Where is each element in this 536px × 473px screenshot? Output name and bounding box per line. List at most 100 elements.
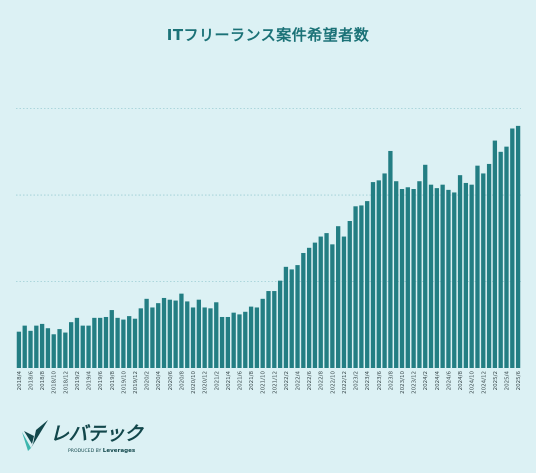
bar-2022-5 xyxy=(301,252,306,368)
x-tick-label: 2022/8 xyxy=(319,371,325,391)
bar-2022-12 xyxy=(341,236,347,368)
x-tick-label: 2023/12 xyxy=(412,371,418,394)
bar-2025-6 xyxy=(515,125,521,368)
bar-2020-4 xyxy=(156,303,161,368)
x-tick-label: 2018/8 xyxy=(40,371,46,391)
x-tick-label: 2019/6 xyxy=(98,371,104,391)
x-tick-label: 2024/2 xyxy=(423,371,429,390)
check-mark-logo-icon xyxy=(22,420,48,451)
x-tick-label: 2020/6 xyxy=(168,371,174,391)
bar-2022-2 xyxy=(283,266,289,368)
x-tick-label: 2022/10 xyxy=(330,371,336,394)
bar-2023-12 xyxy=(411,189,416,368)
x-tick-label: 2021/8 xyxy=(249,371,255,391)
bar-2022-8 xyxy=(318,236,323,368)
x-tick-label: 2024/8 xyxy=(458,371,464,391)
bar-2024-5 xyxy=(440,184,445,368)
x-tick-label: 2019/10 xyxy=(121,371,127,394)
x-tick-label: 2024/6 xyxy=(446,371,452,391)
x-tick-label: 2021/6 xyxy=(237,371,243,391)
bar-2022-4 xyxy=(295,265,300,368)
bar-2020-11 xyxy=(196,299,201,368)
x-tick-label: 2019/2 xyxy=(75,371,81,390)
x-tick-label: 2018/6 xyxy=(29,371,35,391)
bar-2023-10 xyxy=(399,189,405,368)
brand-tagline-company: Leverages xyxy=(102,448,136,454)
bar-2024-1 xyxy=(417,181,422,368)
bar-2021-8 xyxy=(248,306,254,368)
bar-2022-10 xyxy=(330,244,335,368)
bar-2018-4 xyxy=(16,331,22,368)
bar-2024-6 xyxy=(446,189,451,368)
x-tick-label: 2023/4 xyxy=(365,371,371,391)
bar-2020-7 xyxy=(173,300,178,368)
bar-2023-9 xyxy=(394,181,399,368)
x-tick-label: 2023/10 xyxy=(400,371,406,394)
bar-2024-10 xyxy=(469,184,474,368)
bar-2024-11 xyxy=(475,165,480,368)
bar-2020-3 xyxy=(150,307,155,368)
bar-2023-5 xyxy=(370,182,376,368)
bar-2019-7 xyxy=(103,316,109,368)
bar-2018-11 xyxy=(57,329,62,368)
bar-2024-4 xyxy=(434,188,439,368)
bar-2019-10 xyxy=(121,319,126,368)
bar-2023-8 xyxy=(388,150,393,368)
bar-2021-2 xyxy=(214,302,219,368)
bar-2020-2 xyxy=(144,298,149,368)
x-tick-label: 2020/10 xyxy=(191,371,197,394)
bar-2018-8 xyxy=(39,323,45,368)
bar-2021-4 xyxy=(225,316,231,368)
bar-2022-3 xyxy=(289,269,294,368)
x-tick-label: 2022/6 xyxy=(307,371,313,391)
bar-2023-11 xyxy=(405,187,410,368)
bar-2024-7 xyxy=(452,192,457,368)
bar-2024-2 xyxy=(423,164,428,368)
bar-2018-7 xyxy=(34,325,39,368)
x-tick-label: 2020/4 xyxy=(156,371,162,391)
x-tick-label: 2019/8 xyxy=(110,371,116,391)
bar-2021-3 xyxy=(219,316,225,368)
bar-2018-6 xyxy=(28,330,33,368)
bar-2022-7 xyxy=(312,242,318,368)
bar-2021-12 xyxy=(272,291,277,368)
bar-2021-1 xyxy=(208,308,213,368)
bar-2021-9 xyxy=(254,307,260,368)
bar-2022-11 xyxy=(336,226,341,368)
bar-2023-2 xyxy=(353,206,358,368)
bar-2020-9 xyxy=(185,301,190,368)
chart-title: ITフリーランス案件希望者数 xyxy=(166,26,370,44)
bar-2018-5 xyxy=(22,325,27,368)
bar-2023-7 xyxy=(382,173,387,368)
bar-2018-9 xyxy=(45,328,51,368)
bar-2020-6 xyxy=(167,299,172,368)
bar-2019-6 xyxy=(98,317,103,368)
bar-2024-9 xyxy=(463,182,469,368)
x-tick-label: 2023/8 xyxy=(388,371,394,391)
bar-2022-1 xyxy=(277,280,283,368)
bar-2020-12 xyxy=(202,307,207,368)
x-tick-label: 2025/6 xyxy=(516,371,522,391)
bar-2019-2 xyxy=(74,317,80,368)
x-tick-label: 2022/12 xyxy=(342,371,348,394)
bar-2019-9 xyxy=(115,317,120,368)
bar-2020-10 xyxy=(190,307,196,368)
bar-2019-11 xyxy=(127,316,132,368)
bar-2023-6 xyxy=(376,180,381,368)
bar-2024-12 xyxy=(481,173,486,368)
bar-2019-3 xyxy=(80,325,85,368)
bar-2019-1 xyxy=(69,322,74,368)
bar-2025-5 xyxy=(510,128,515,368)
x-tick-label: 2018/12 xyxy=(63,371,69,394)
bar-2019-8 xyxy=(109,310,114,368)
bar-2019-12 xyxy=(132,318,138,368)
bar-2024-3 xyxy=(428,184,434,368)
x-tick-label: 2022/4 xyxy=(296,371,302,391)
x-tick-label: 2020/8 xyxy=(179,371,185,391)
brand-tagline: PRODUCED BY Leverages xyxy=(68,448,135,454)
x-tick-label: 2018/10 xyxy=(52,371,58,394)
x-tick-label: 2025/4 xyxy=(504,371,510,391)
bar-series xyxy=(16,125,521,368)
brand-logo: レバテック PRODUCED BY Leverages xyxy=(20,418,150,458)
